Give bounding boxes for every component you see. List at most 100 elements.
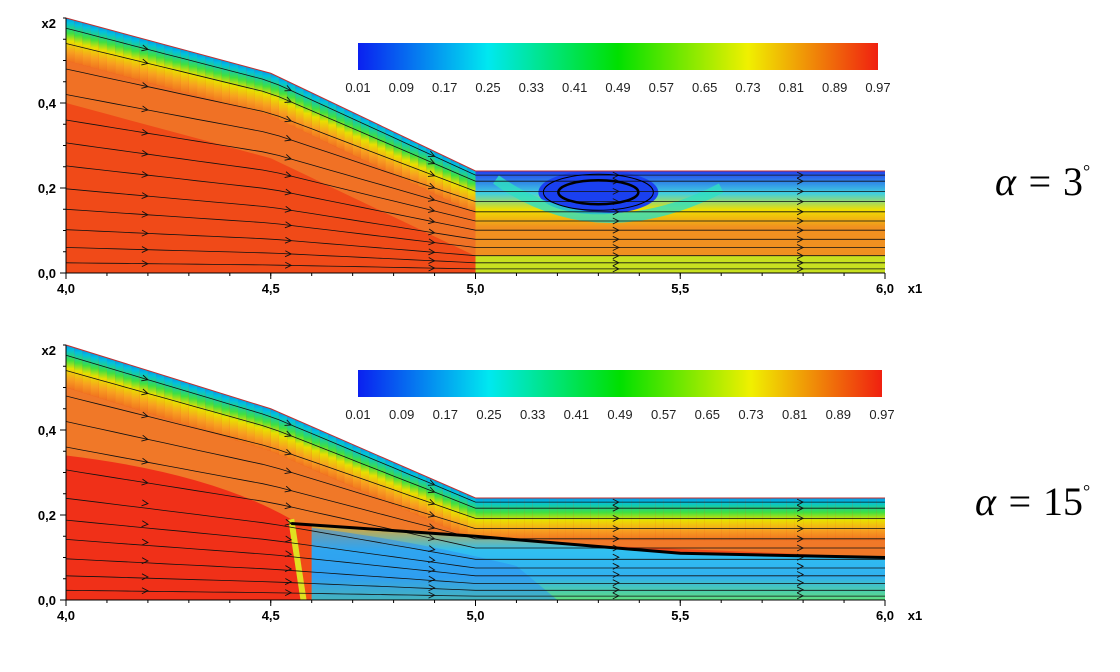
- streamline-arrow: [796, 171, 805, 179]
- interface-line: [291, 522, 885, 559]
- boundary-layer-strip: [164, 36, 173, 90]
- low-concentration-zone: [311, 527, 558, 600]
- streamline-arrow: [284, 134, 293, 142]
- angle-annotation: α = 15°: [975, 479, 1090, 524]
- streamline-arrow: [612, 217, 620, 225]
- streamline-arrow: [612, 244, 620, 251]
- streamline-arrow: [796, 217, 805, 225]
- streamline-arrow: [141, 229, 149, 237]
- streamline-arrow: [284, 154, 293, 161]
- streamline-arrow: [284, 550, 293, 558]
- boundary-layer-strip: [278, 68, 288, 124]
- colorbar-tick-label: 0.25: [476, 407, 501, 422]
- boundary-layer-strip: [713, 489, 722, 541]
- boundary-layer-strip: [852, 489, 861, 541]
- colorbar-tick-label: 0.57: [651, 407, 676, 422]
- streamline-arrow: [284, 250, 293, 258]
- streamline-arrow: [141, 538, 149, 546]
- boundary-layer-strip: [172, 369, 181, 424]
- streamline-arrow: [428, 238, 436, 246]
- streamline-arrow: [796, 208, 805, 216]
- streamline: [66, 188, 885, 240]
- boundary-layer-strip: [565, 489, 574, 541]
- colorbar-tick-label: 0.17: [433, 407, 458, 422]
- streamline-arrow: [141, 105, 149, 113]
- colorbar-tick-label: 0.89: [826, 407, 851, 422]
- boundary-layer-strip: [98, 346, 107, 401]
- boundary-layer-strip: [287, 407, 296, 462]
- boundary-layer-strip: [90, 345, 99, 398]
- boundary-layer-strip: [131, 27, 140, 81]
- streamline: [66, 354, 885, 503]
- x-tick-label: 4,5: [262, 281, 280, 296]
- boundary-layer-strip: [442, 475, 451, 530]
- boundary-layer-strip: [115, 351, 124, 406]
- boundary-layer-strip: [188, 42, 198, 96]
- boundary-layer-strip: [106, 20, 116, 74]
- streamline: [66, 539, 885, 577]
- boundary-layer-strip: [794, 489, 804, 541]
- boundary-layer-strip: [360, 439, 370, 495]
- colorbar-tick-label: 0.81: [779, 80, 804, 95]
- boundary-layer-strip: [467, 485, 476, 541]
- streamline: [66, 68, 885, 192]
- boundary-layer-strip: [491, 489, 501, 541]
- boundary-layer-strip: [377, 115, 386, 171]
- streamline-arrow: [141, 246, 149, 253]
- boundary-layer-strip: [401, 457, 410, 512]
- boundary-layer-strip: [254, 395, 263, 449]
- boundary-layer-strip: [557, 489, 566, 541]
- streamline-arrow: [141, 58, 149, 66]
- streamline-arrow: [428, 248, 436, 256]
- boundary-layer-strip: [688, 489, 697, 541]
- boundary-layer-strip: [442, 146, 451, 202]
- boundary-layer-strip: [418, 135, 427, 191]
- boundary-layer-strip: [500, 489, 509, 541]
- boundary-layer-strip: [622, 489, 632, 541]
- wall-layer: [475, 256, 885, 273]
- streamline-arrow: [796, 535, 805, 543]
- streamline-arrow: [612, 514, 620, 522]
- boundary-layer-strip: [745, 489, 754, 541]
- streamline-arrow: [284, 236, 293, 244]
- streamline-arrow: [796, 177, 805, 185]
- boundary-layer-strip: [98, 18, 107, 72]
- streamline: [66, 589, 885, 597]
- streamline-arrow: [427, 182, 436, 190]
- boundary-layer-strip: [369, 111, 378, 167]
- boundary-layer-strip: [303, 80, 312, 136]
- streamline-arrow: [284, 467, 293, 474]
- boundary-layer-strip: [74, 18, 83, 65]
- boundary-layer-strip: [66, 345, 75, 391]
- boundary-layer-strip: [762, 489, 771, 541]
- boundary-layer-strip: [213, 49, 222, 103]
- streamline: [66, 370, 885, 509]
- y-tick-label: 0,2: [38, 508, 56, 523]
- streamline-arrow: [796, 562, 805, 570]
- vortex-streamline: [557, 179, 640, 206]
- colorbar-tick-label: 0.73: [738, 407, 763, 422]
- boundary-layer-strip: [147, 31, 157, 85]
- streamline-arrow: [612, 553, 620, 561]
- boundary-layer-strip: [434, 142, 443, 198]
- streamline-arrow: [796, 579, 805, 587]
- streamline-arrow: [284, 261, 293, 269]
- x-tick-label: 6,0: [876, 608, 894, 623]
- x-tick-label: 5,5: [671, 608, 689, 623]
- y-tick-label: 0,2: [38, 181, 56, 196]
- boundary-layer-strip: [524, 489, 533, 541]
- streamline-arrow: [428, 228, 436, 236]
- boundary-layer-strip: [156, 364, 165, 419]
- streamline-arrow: [284, 589, 293, 597]
- streamline-arrow: [428, 545, 436, 552]
- x-tick-label: 5,5: [671, 281, 689, 296]
- streamline: [66, 43, 885, 182]
- colorbar-tick-label: 0.97: [869, 407, 894, 422]
- streamline-arrow: [427, 195, 436, 202]
- boundary-layer-strip: [631, 489, 640, 541]
- streamline-arrow: [141, 573, 149, 581]
- streamline: [66, 519, 885, 569]
- streamline-arrow: [284, 535, 293, 543]
- streamline-arrow: [612, 525, 620, 533]
- streamline-arrow: [612, 579, 620, 587]
